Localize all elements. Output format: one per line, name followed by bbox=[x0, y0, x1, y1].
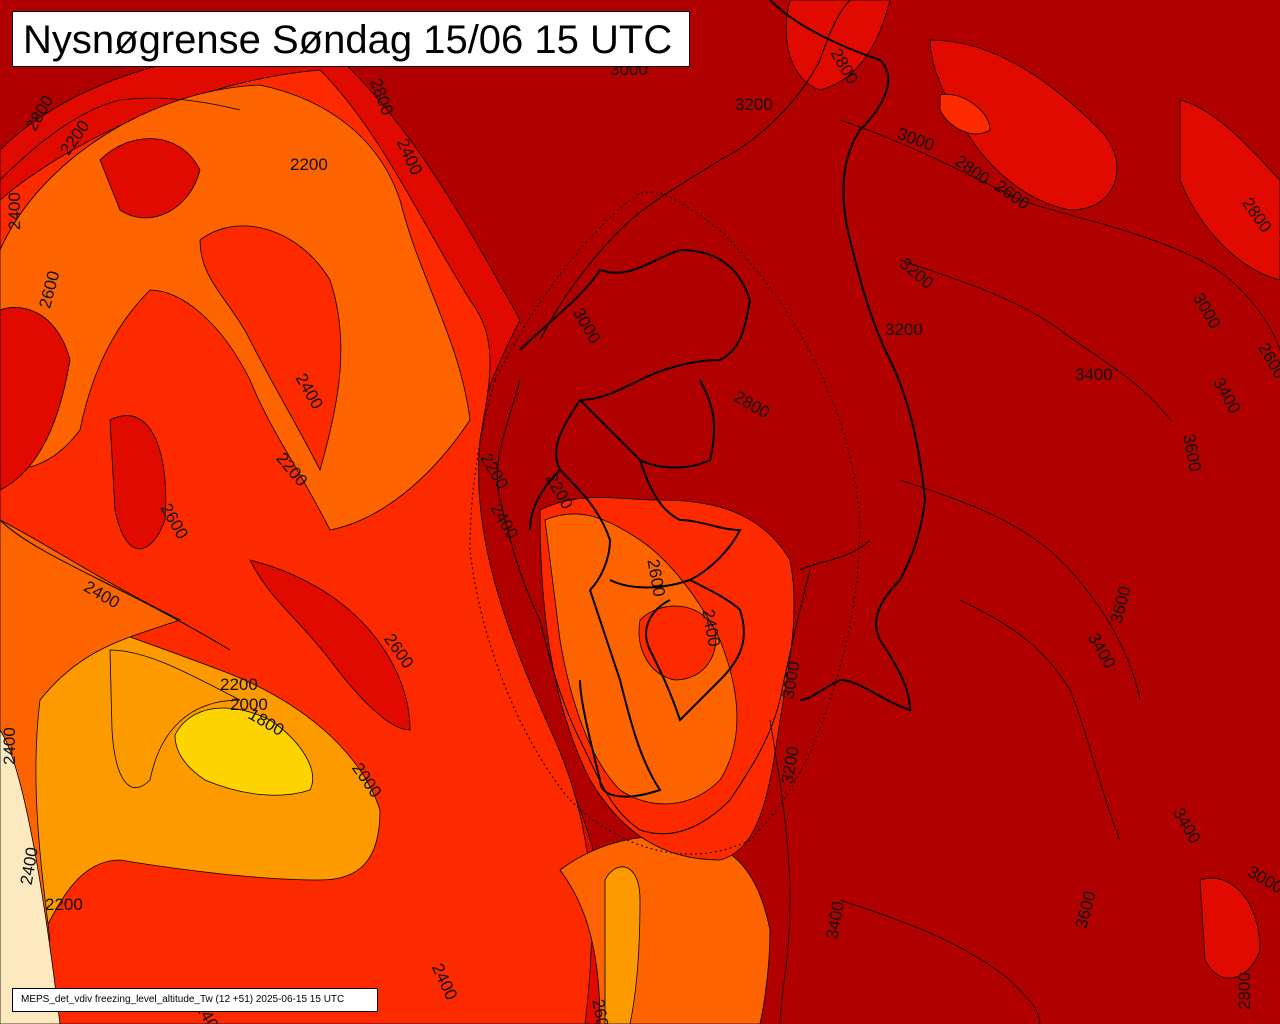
band-2400-2600-northeast-core bbox=[939, 93, 991, 135]
band-2600-2800-north bbox=[785, 0, 891, 91]
national-border bbox=[769, 0, 927, 712]
band-2000-2200-south bbox=[604, 866, 641, 1024]
band-2000-2200-southwest bbox=[0, 599, 381, 941]
contour-label: 2400 bbox=[0, 727, 19, 765]
contour-label: 3200 bbox=[735, 95, 773, 114]
footer-box: MEPS_det_vdiv freezing_level_altitude_Tw… bbox=[12, 988, 378, 1012]
county-borders bbox=[519, 248, 752, 798]
contour-lines bbox=[0, 97, 1280, 1024]
band-2600-2800-southeast bbox=[1199, 877, 1261, 979]
band-2600-2800-patch-mid bbox=[109, 415, 167, 550]
contour-label: 3400 bbox=[1075, 365, 1113, 384]
coastline bbox=[0, 0, 871, 835]
dotted-boundary bbox=[469, 191, 861, 855]
contour-label: 2400 bbox=[5, 192, 24, 230]
contour-label: 2000 bbox=[230, 695, 268, 714]
model-run-caption: MEPS_det_vdiv freezing_level_altitude_Tw… bbox=[21, 994, 345, 1005]
title-box: Nysnøgrense Søndag 15/06 15 UTC bbox=[12, 11, 690, 67]
band-1800-2000-southwest bbox=[174, 707, 313, 796]
map-title: Nysnøgrense Søndag 15/06 15 UTC bbox=[23, 18, 673, 62]
band-2400-2600-inner bbox=[199, 225, 342, 472]
contour-label: 2200 bbox=[290, 155, 328, 174]
contour-label: 2200 bbox=[45, 895, 83, 914]
band-2600-2800-streak bbox=[249, 559, 411, 731]
band-2600-2800-patch-top bbox=[99, 138, 201, 219]
band-1800-2000-lowerleft-inner bbox=[109, 649, 241, 789]
band-2200-2400-southwest bbox=[0, 519, 182, 941]
contour-label: 2800 bbox=[1235, 972, 1254, 1010]
band-2600-2800-patch-left bbox=[0, 307, 71, 491]
contour-label: 3200 bbox=[885, 320, 923, 339]
band-2400-2600-inland-core bbox=[638, 605, 717, 681]
contour-label: 2200 bbox=[220, 675, 258, 694]
